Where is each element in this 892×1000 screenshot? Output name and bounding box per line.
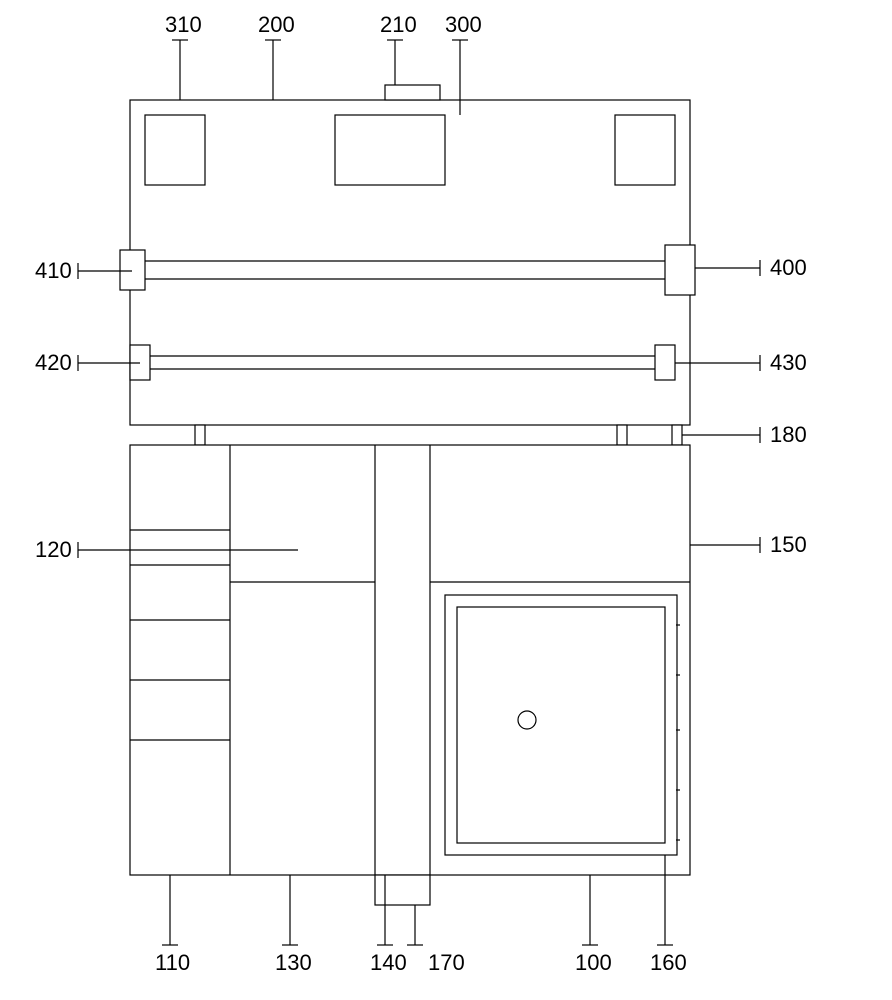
label-130: 130 [275,950,312,975]
label-400: 400 [770,255,807,280]
label-430: 430 [770,350,807,375]
leg-1 [617,425,627,445]
panel-160-knob [518,711,536,729]
label-410: 410 [35,258,72,283]
box-300 [335,115,445,185]
box-right-upper [615,115,675,185]
panel-160-inset [457,607,665,843]
label-310: 310 [165,12,202,37]
label-420: 420 [35,350,72,375]
label-110: 110 [155,950,190,975]
leg-0 [195,425,205,445]
label-100: 100 [575,950,612,975]
box-310 [145,115,205,185]
label-120: 120 [35,537,72,562]
label-180: 180 [770,422,807,447]
label-300: 300 [445,12,482,37]
label-160: 160 [650,950,687,975]
mount-430 [655,345,675,380]
top-small-block [385,85,440,100]
label-210: 210 [380,12,417,37]
label-140: 140 [370,950,407,975]
mount-400 [665,245,695,295]
label-200: 200 [258,12,295,37]
leg-2 [672,425,682,445]
label-150: 150 [770,532,807,557]
mount-410 [120,250,145,290]
patent-diagram: 310 200 210 300 110 130 140 170 100 160 410 420 120 4… [0,0,892,1000]
label-170: 170 [428,950,465,975]
block-170 [375,875,430,905]
